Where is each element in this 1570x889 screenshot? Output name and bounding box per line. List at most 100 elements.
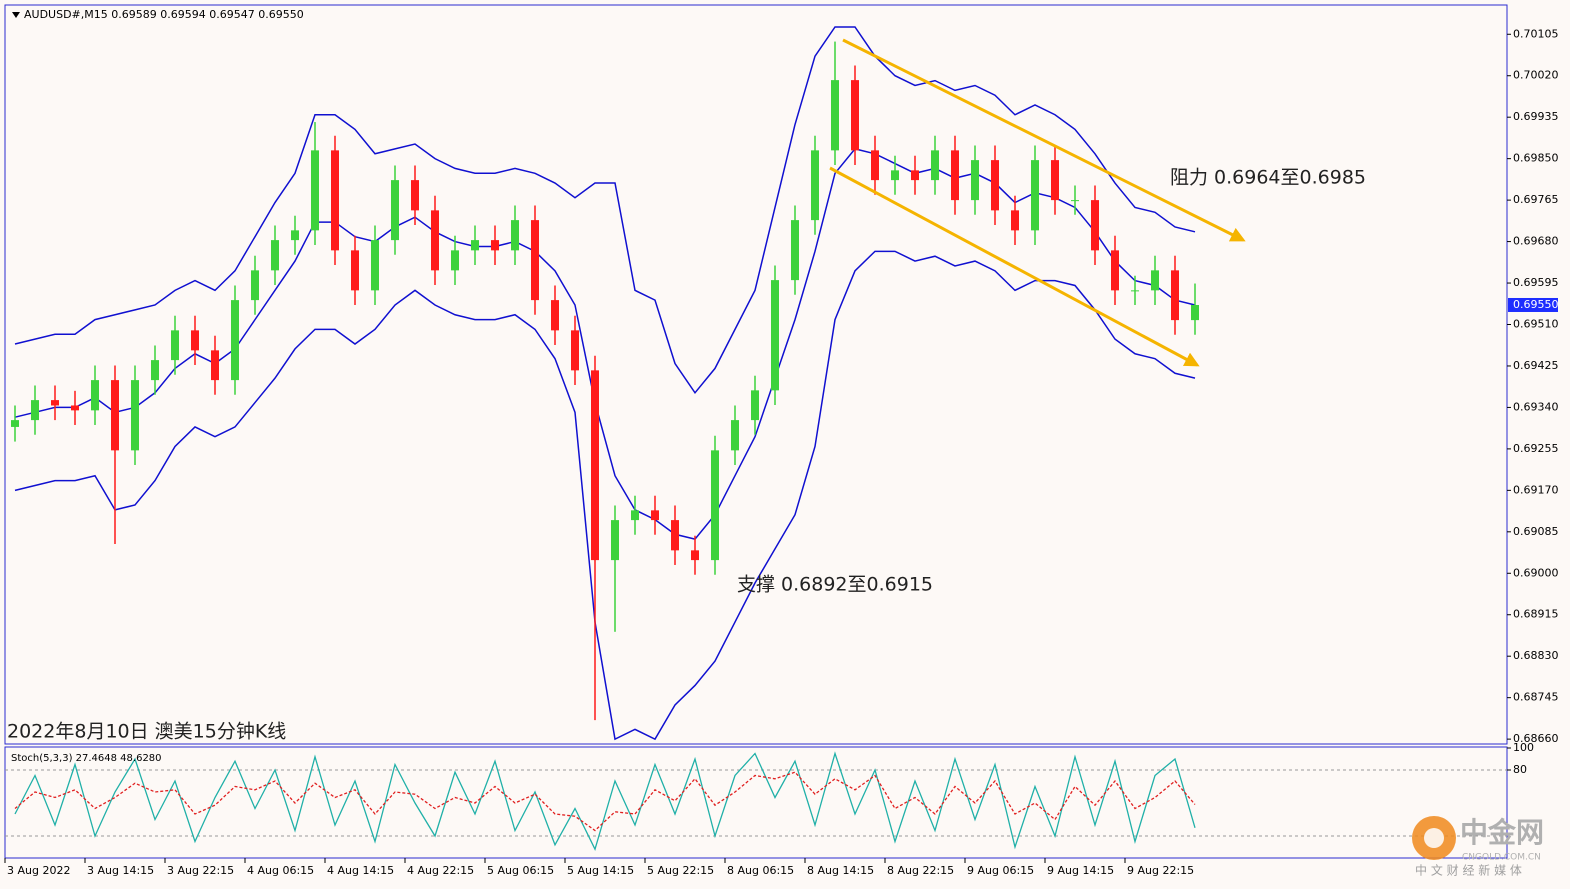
y-tick-label: 0.69595: [1513, 276, 1559, 289]
chart-title: AUDUSD#,M15 0.69589 0.69594 0.69547 0.69…: [24, 8, 304, 21]
candle-body: [851, 80, 859, 151]
candle-body: [211, 350, 219, 381]
y-tick-label: 0.69510: [1513, 318, 1559, 331]
candle-body: [1071, 200, 1079, 202]
annotation: 支撑 0.6892至0.6915: [737, 574, 933, 596]
candle-body: [691, 550, 699, 561]
candle-body: [231, 300, 239, 381]
x-tick-label: 4 Aug 22:15: [407, 864, 474, 877]
candle-body: [111, 380, 119, 451]
candle-body: [651, 510, 659, 521]
y-tick-label: 0.68745: [1513, 691, 1559, 704]
x-tick-label: 9 Aug 06:15: [967, 864, 1034, 877]
candle-body: [251, 270, 259, 301]
y-tick-label: 80: [1513, 763, 1527, 776]
candle-body: [711, 450, 719, 561]
candle-body: [311, 150, 319, 231]
candle-body: [351, 250, 359, 291]
y-tick-label: 0.69935: [1513, 110, 1559, 123]
x-tick-label: 5 Aug 22:15: [647, 864, 714, 877]
y-tick-label: 0.68830: [1513, 649, 1559, 662]
candle-body: [31, 400, 39, 421]
y-tick-label: 100: [1513, 741, 1534, 754]
candle-body: [191, 330, 199, 351]
candle-body: [951, 150, 959, 201]
x-tick-label: 5 Aug 14:15: [567, 864, 634, 877]
candle-body: [1111, 250, 1119, 291]
candle-body: [471, 240, 479, 251]
y-tick-label: 0.70020: [1513, 69, 1559, 82]
axes: 0.70105 0.70020 0.69935 0.69850 0.69765 0.696…: [4, 27, 1559, 877]
stoch-line: [14, 771, 1196, 832]
candle-body: [751, 390, 759, 421]
logo-inner: [1424, 828, 1444, 848]
current-price-box: [1508, 297, 1558, 312]
candle-body: [631, 510, 639, 521]
y-tick-label: 0.69255: [1513, 442, 1559, 455]
x-tick-label: 5 Aug 06:15: [487, 864, 554, 877]
candle-body: [151, 360, 159, 381]
candle-body: [791, 220, 799, 281]
candle-body: [671, 520, 679, 551]
candle-body: [91, 380, 99, 411]
candle-body: [411, 180, 419, 211]
candle-body: [571, 330, 579, 371]
y-tick-label: 0.69850: [1513, 152, 1559, 165]
candle-body: [51, 400, 59, 406]
candle-body: [611, 520, 619, 561]
y-tick-label: 0.69085: [1513, 525, 1559, 538]
stoch-panel: [4, 746, 1508, 859]
candle-body: [911, 170, 919, 181]
band-upper: [14, 26, 1196, 395]
candle-body: [531, 220, 539, 301]
y-tick-label: 0.70105: [1513, 27, 1559, 40]
y-tick-label: 0.69170: [1513, 483, 1559, 496]
x-tick-label: 8 Aug 22:15: [887, 864, 954, 877]
candle-body: [1171, 270, 1179, 321]
candle-body: [1011, 210, 1019, 231]
candle-body: [591, 370, 599, 561]
current-price-label: 0.69550: [1513, 298, 1559, 311]
x-tick-label: 8 Aug 14:15: [807, 864, 874, 877]
collapse-icon: [12, 12, 20, 18]
candle-body: [271, 240, 279, 271]
candle-body: [771, 280, 779, 391]
candle-body: [331, 150, 339, 251]
candle-body: [551, 300, 559, 331]
candle-body: [971, 160, 979, 201]
y-tick-label: 0.69425: [1513, 359, 1559, 372]
x-tick-label: 4 Aug 14:15: [327, 864, 394, 877]
y-tick-label: 0.69000: [1513, 566, 1559, 579]
candle-body: [291, 230, 299, 241]
candle-body: [491, 240, 499, 251]
candle-body: [891, 170, 899, 181]
candle-body: [431, 210, 439, 271]
main-panel: [4, 4, 1508, 745]
candle-body: [1151, 270, 1159, 291]
candle-body: [131, 380, 139, 451]
stoch-line: [14, 751, 1196, 851]
candle-body: [831, 80, 839, 151]
x-tick-label: 9 Aug 14:15: [1047, 864, 1114, 877]
candle-body: [871, 150, 879, 181]
candle-body: [371, 240, 379, 291]
candle-body: [71, 405, 79, 411]
support-channel-line: [829, 166, 1200, 367]
watermark-slogan: 中 文 财 经 新 媒 体: [1415, 863, 1522, 878]
candle-body: [1091, 200, 1099, 251]
candle-body: [731, 420, 739, 451]
y-tick-label: 0.68915: [1513, 608, 1559, 621]
watermark-domain: CNGOLD.COM.CN: [1462, 853, 1541, 863]
y-tick-label: 0.69340: [1513, 400, 1559, 413]
stoch-title: Stoch(5,3,3) 27.4648 48.6280: [11, 753, 162, 764]
candle-body: [1191, 304, 1199, 321]
band-lower: [14, 250, 1196, 741]
y-tick-label: 0.69680: [1513, 235, 1559, 248]
y-tick-label: 0.69765: [1513, 193, 1559, 206]
candle-body: [931, 150, 939, 181]
candle-body: [811, 150, 819, 221]
stoch-plot: [5, 751, 1507, 851]
candle-body: [1031, 160, 1039, 231]
candle-body: [1051, 160, 1059, 201]
